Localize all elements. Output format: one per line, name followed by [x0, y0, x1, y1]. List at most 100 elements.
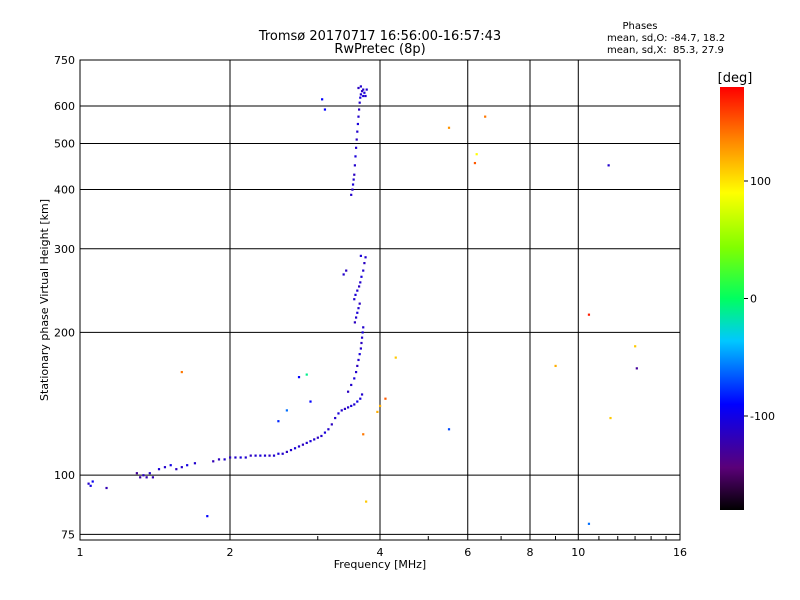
data-point [337, 412, 340, 415]
data-point [356, 130, 359, 133]
data-point [350, 193, 353, 196]
data-point [340, 409, 343, 412]
colorbar [720, 87, 744, 510]
data-point [139, 476, 142, 479]
data-point [223, 458, 226, 461]
y-axis-label: Stationary phase Virtual Height [km] [38, 199, 51, 401]
data-point [305, 441, 308, 445]
data-point [359, 93, 362, 96]
data-point [362, 326, 365, 329]
data-point [353, 321, 356, 324]
data-point [353, 377, 356, 380]
data-point [356, 364, 359, 368]
data-point [263, 454, 267, 457]
y-tick-label: 600 [54, 100, 75, 113]
data-point [316, 436, 319, 439]
data-point [309, 400, 312, 403]
data-point [635, 367, 638, 370]
x-tick-label: 10 [571, 546, 585, 559]
colorbar-ticks: 100 0 -100 [744, 175, 775, 423]
data-point [346, 406, 350, 409]
data-point [87, 482, 90, 485]
data-point [356, 122, 359, 126]
data-point [342, 273, 345, 276]
x-axis-label: Frequency [MHz] [334, 558, 426, 571]
data-point [229, 456, 232, 459]
data-point [363, 91, 366, 94]
x-tick-label: 1 [77, 546, 84, 559]
data-point [447, 428, 451, 431]
colorbar-tick-label: 0 [750, 293, 757, 306]
data-point [360, 90, 364, 93]
data-point [323, 108, 327, 111]
data-point [259, 454, 262, 457]
data-point [359, 397, 362, 400]
y-tick-label: 200 [54, 326, 75, 339]
data-point [362, 433, 365, 436]
data-point [356, 400, 359, 403]
data-point [357, 86, 360, 90]
data-point [323, 431, 327, 434]
data-point [587, 313, 591, 316]
data-point [355, 138, 358, 141]
data-point [447, 126, 451, 129]
data-point [285, 409, 288, 412]
data-point [345, 269, 348, 272]
data-point [268, 454, 271, 457]
data-point [309, 440, 312, 443]
data-point [357, 108, 361, 111]
data-point [239, 456, 242, 459]
data-point [217, 458, 221, 461]
data-point [364, 256, 367, 259]
data-point [157, 468, 161, 471]
data-point [313, 438, 316, 441]
data-point [359, 347, 362, 350]
x-tick-label: 2 [227, 546, 234, 559]
data-point [346, 390, 350, 393]
data-point [353, 298, 356, 301]
data-point [272, 454, 276, 457]
data-point [358, 353, 361, 356]
data-point [384, 397, 387, 400]
data-point [320, 434, 323, 438]
data-point [327, 428, 330, 431]
data-point [475, 153, 478, 156]
grid-lines [80, 59, 680, 540]
data-point [285, 450, 288, 454]
data-point [363, 262, 366, 265]
data-point [357, 285, 361, 288]
x-tick-label: 6 [464, 546, 471, 559]
data-point [634, 345, 637, 348]
data-point [353, 403, 356, 406]
data-point [358, 101, 361, 104]
data-point [151, 476, 155, 479]
data-point [89, 484, 92, 487]
colorbar-tick-label: -100 [750, 410, 775, 423]
data-point [360, 341, 363, 345]
data-point [359, 96, 362, 99]
data-point [473, 161, 477, 165]
data-point [350, 404, 353, 408]
data-point [180, 466, 183, 469]
data-point [301, 443, 305, 446]
data-point [353, 173, 356, 176]
data-point [351, 183, 355, 186]
data-point [354, 146, 358, 149]
data-point [354, 293, 357, 296]
y-tick-label: 500 [54, 138, 75, 151]
data-point [360, 275, 363, 278]
data-point [364, 94, 367, 98]
data-point [356, 311, 359, 314]
data-point [142, 474, 145, 477]
stats-heading: Phases [622, 21, 657, 32]
data-point [357, 358, 360, 362]
data-point [484, 115, 487, 118]
y-tick-label: 75 [61, 528, 75, 541]
data-point [244, 456, 247, 459]
y-tick-label: 400 [54, 184, 75, 197]
data-point [359, 254, 362, 257]
chart-subtitle: RwPretec (8p) [334, 42, 425, 57]
data-point [362, 94, 365, 98]
data-point [163, 466, 167, 469]
